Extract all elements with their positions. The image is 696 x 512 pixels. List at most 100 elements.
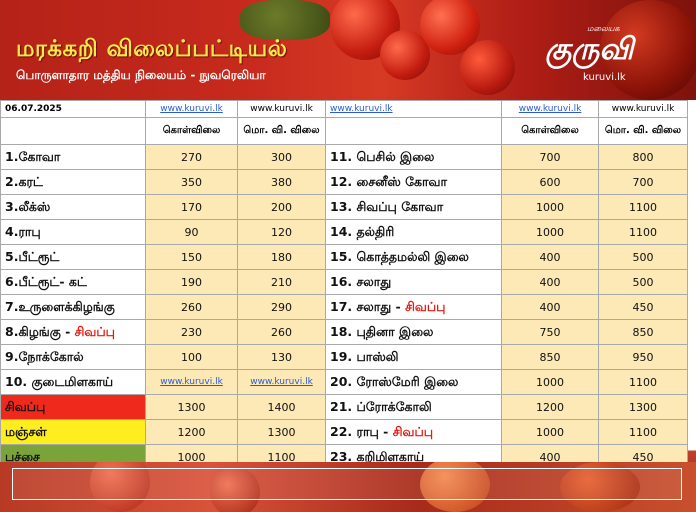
item-label-red: சிவப்பு <box>405 298 446 314</box>
item-name: 19. பாஸ்லி <box>325 344 502 370</box>
item-label: 4.ராபு <box>5 223 41 239</box>
item-label: 9.நோக்கோல் <box>5 348 84 364</box>
table-row: மஞ்சள் 1200 1300 22. ராபு - சிவப்பு 1000 1100 <box>0 419 688 445</box>
wholesale-price: 400 <box>501 269 599 295</box>
wholesale-price: 1000 <box>501 194 599 220</box>
item-name: 5.பீட்ரூட் <box>0 244 146 270</box>
item-name: 22. ராபு - சிவப்பு <box>325 419 502 445</box>
page-title: மரக்கறி விலைப்பட்டியல் <box>16 36 288 62</box>
wholesale-price: 270 <box>145 144 238 170</box>
item-label: 8.கிழங்கு - <box>5 323 75 339</box>
item-name: 14. தல்திரி <box>325 219 502 245</box>
col-wholesale-header: கொள்விலை <box>145 117 238 145</box>
table-row: 3.லீக்ஸ் 170 200 13. சிவப்பு கோவா 1000 1100 <box>0 194 688 220</box>
item-name: 2.கரட் <box>0 169 146 195</box>
tomato-decoration <box>210 467 260 512</box>
item-label-red: சிவப்பு <box>392 423 434 439</box>
item-name: 11. பெசில் இலை <box>325 144 502 170</box>
item-label: 11. பெசில் இலை <box>330 148 435 164</box>
retail-price: 450 <box>598 294 688 320</box>
item-name: 13. சிவப்பு கோவா <box>325 194 502 220</box>
tomato-decoration <box>560 462 640 512</box>
retail-price: 500 <box>598 269 688 295</box>
wholesale-price: 100 <box>145 344 238 370</box>
blank-header <box>325 117 502 145</box>
retail-price: 120 <box>237 219 326 245</box>
item-name: 20. ரோஸ்மேரி இலை <box>325 369 502 395</box>
wholesale-price: 190 <box>145 269 238 295</box>
table-row: 10. குடைமிளகாய் www.kuruvi.lk www.kuruvi.l… <box>0 369 688 395</box>
blank-header <box>0 117 146 145</box>
tomato-decoration <box>380 30 430 80</box>
footer-vegetable-banner <box>0 462 696 512</box>
kuruvi-logo[interactable]: மலையக குருவி kuruvi.lk <box>545 24 655 84</box>
item-label: 5.பீட்ரூட் <box>5 248 60 264</box>
wholesale-price: 750 <box>501 319 599 345</box>
wholesale-price: 1000 <box>501 419 599 445</box>
item-label: 23. கறிமிளகாய் <box>330 448 425 464</box>
tomato-decoration <box>90 462 150 512</box>
price-rows: 1.கோவா 270 300 11. பெசில் இலை 700 800 2.கரட் 35… <box>0 144 688 470</box>
item-label: 22. ராபு - <box>330 423 393 439</box>
item-label: 3.லீக்ஸ் <box>5 198 51 214</box>
col-wholesale-header: கொள்விலை <box>501 117 599 145</box>
wholesale-price: 700 <box>501 144 599 170</box>
wholesale-price: 1300 <box>145 394 238 420</box>
retail-price: 300 <box>237 144 326 170</box>
item-name: 3.லீக்ஸ் <box>0 194 146 220</box>
item-label: 6.பீட்ரூட்- கட் <box>5 273 87 289</box>
table-row: 9.நோக்கோல் 100 130 19. பாஸ்லி 850 950 <box>0 344 688 370</box>
wholesale-price: 400 <box>501 244 599 270</box>
item-label: 15. கொத்தமல்லி இலை <box>330 248 469 264</box>
item-name: மஞ்சள் <box>0 419 146 445</box>
price-date: 06.07.2025 <box>0 100 146 118</box>
item-name: 4.ராபு <box>0 219 146 245</box>
table-row: சிவப்பு 1300 1400 21. ப்ரோக்கோலி 1200 1300 <box>0 394 688 420</box>
item-label: 17. சலாது - <box>330 298 406 314</box>
table-row: 7.உருளைக்கிழங்கு 260 290 17. சலாது - சிவப்ப… <box>0 294 688 320</box>
retail-price: 260 <box>237 319 326 345</box>
site-link[interactable]: www.kuruvi.lk <box>145 100 238 118</box>
header-row: கொள்விலை மொ. வி. விலை கொள்விலை மொ. வி. வ… <box>0 117 688 145</box>
wholesale-price: 1200 <box>145 419 238 445</box>
item-name: சிவப்பு <box>0 394 146 420</box>
item-name: 17. சலாது - சிவப்பு <box>325 294 502 320</box>
item-name: 12. சைனீஸ் கோவா <box>325 169 502 195</box>
retail-price: 1100 <box>598 369 688 395</box>
wholesale-price: 90 <box>145 219 238 245</box>
retail-price: 800 <box>598 144 688 170</box>
tomato-decoration <box>420 462 490 512</box>
item-label: 10. குடைமிளகாய் <box>5 373 114 389</box>
item-label: சிவப்பு <box>5 398 46 414</box>
wholesale-price: 260 <box>145 294 238 320</box>
item-label-red: சிவப்பு <box>74 323 115 339</box>
wholesale-price: 350 <box>145 169 238 195</box>
price-table: 06.07.2025 www.kuruvi.lk www.kuruvi.lk w… <box>0 100 688 470</box>
wholesale-price[interactable]: www.kuruvi.lk <box>145 369 238 395</box>
retail-price: 500 <box>598 244 688 270</box>
retail-price: 180 <box>237 244 326 270</box>
item-label: 16. சலாது <box>330 273 392 289</box>
retail-price[interactable]: www.kuruvi.lk <box>237 369 326 395</box>
wholesale-price: 600 <box>501 169 599 195</box>
site-link[interactable]: www.kuruvi.lk <box>325 100 502 118</box>
retail-price: 850 <box>598 319 688 345</box>
retail-price: 200 <box>237 194 326 220</box>
site-link: www.kuruvi.lk <box>598 100 688 118</box>
item-name: 8.கிழங்கு - சிவப்பு <box>0 319 146 345</box>
site-link[interactable]: www.kuruvi.lk <box>501 100 599 118</box>
item-label: 2.கரட் <box>5 173 43 189</box>
item-name: 21. ப்ரோக்கோலி <box>325 394 502 420</box>
header-banner: மரக்கறி விலைப்பட்டியல் பொருளாதார மத்திய … <box>0 0 696 100</box>
wholesale-price: 850 <box>501 344 599 370</box>
retail-price: 1400 <box>237 394 326 420</box>
tomato-decoration <box>600 0 696 100</box>
table-row: 8.கிழங்கு - சிவப்பு 230 260 18. புதினா இலை 7… <box>0 319 688 345</box>
item-name: 15. கொத்தமல்லி இலை <box>325 244 502 270</box>
retail-price: 700 <box>598 169 688 195</box>
retail-price: 950 <box>598 344 688 370</box>
wholesale-price: 1000 <box>501 219 599 245</box>
table-row: 5.பீட்ரூட் 150 180 15. கொத்தமல்லி இலை 400 500 <box>0 244 688 270</box>
col-retail-header: மொ. வி. விலை <box>237 117 326 145</box>
top-row: 06.07.2025 www.kuruvi.lk www.kuruvi.lk w… <box>0 100 688 118</box>
